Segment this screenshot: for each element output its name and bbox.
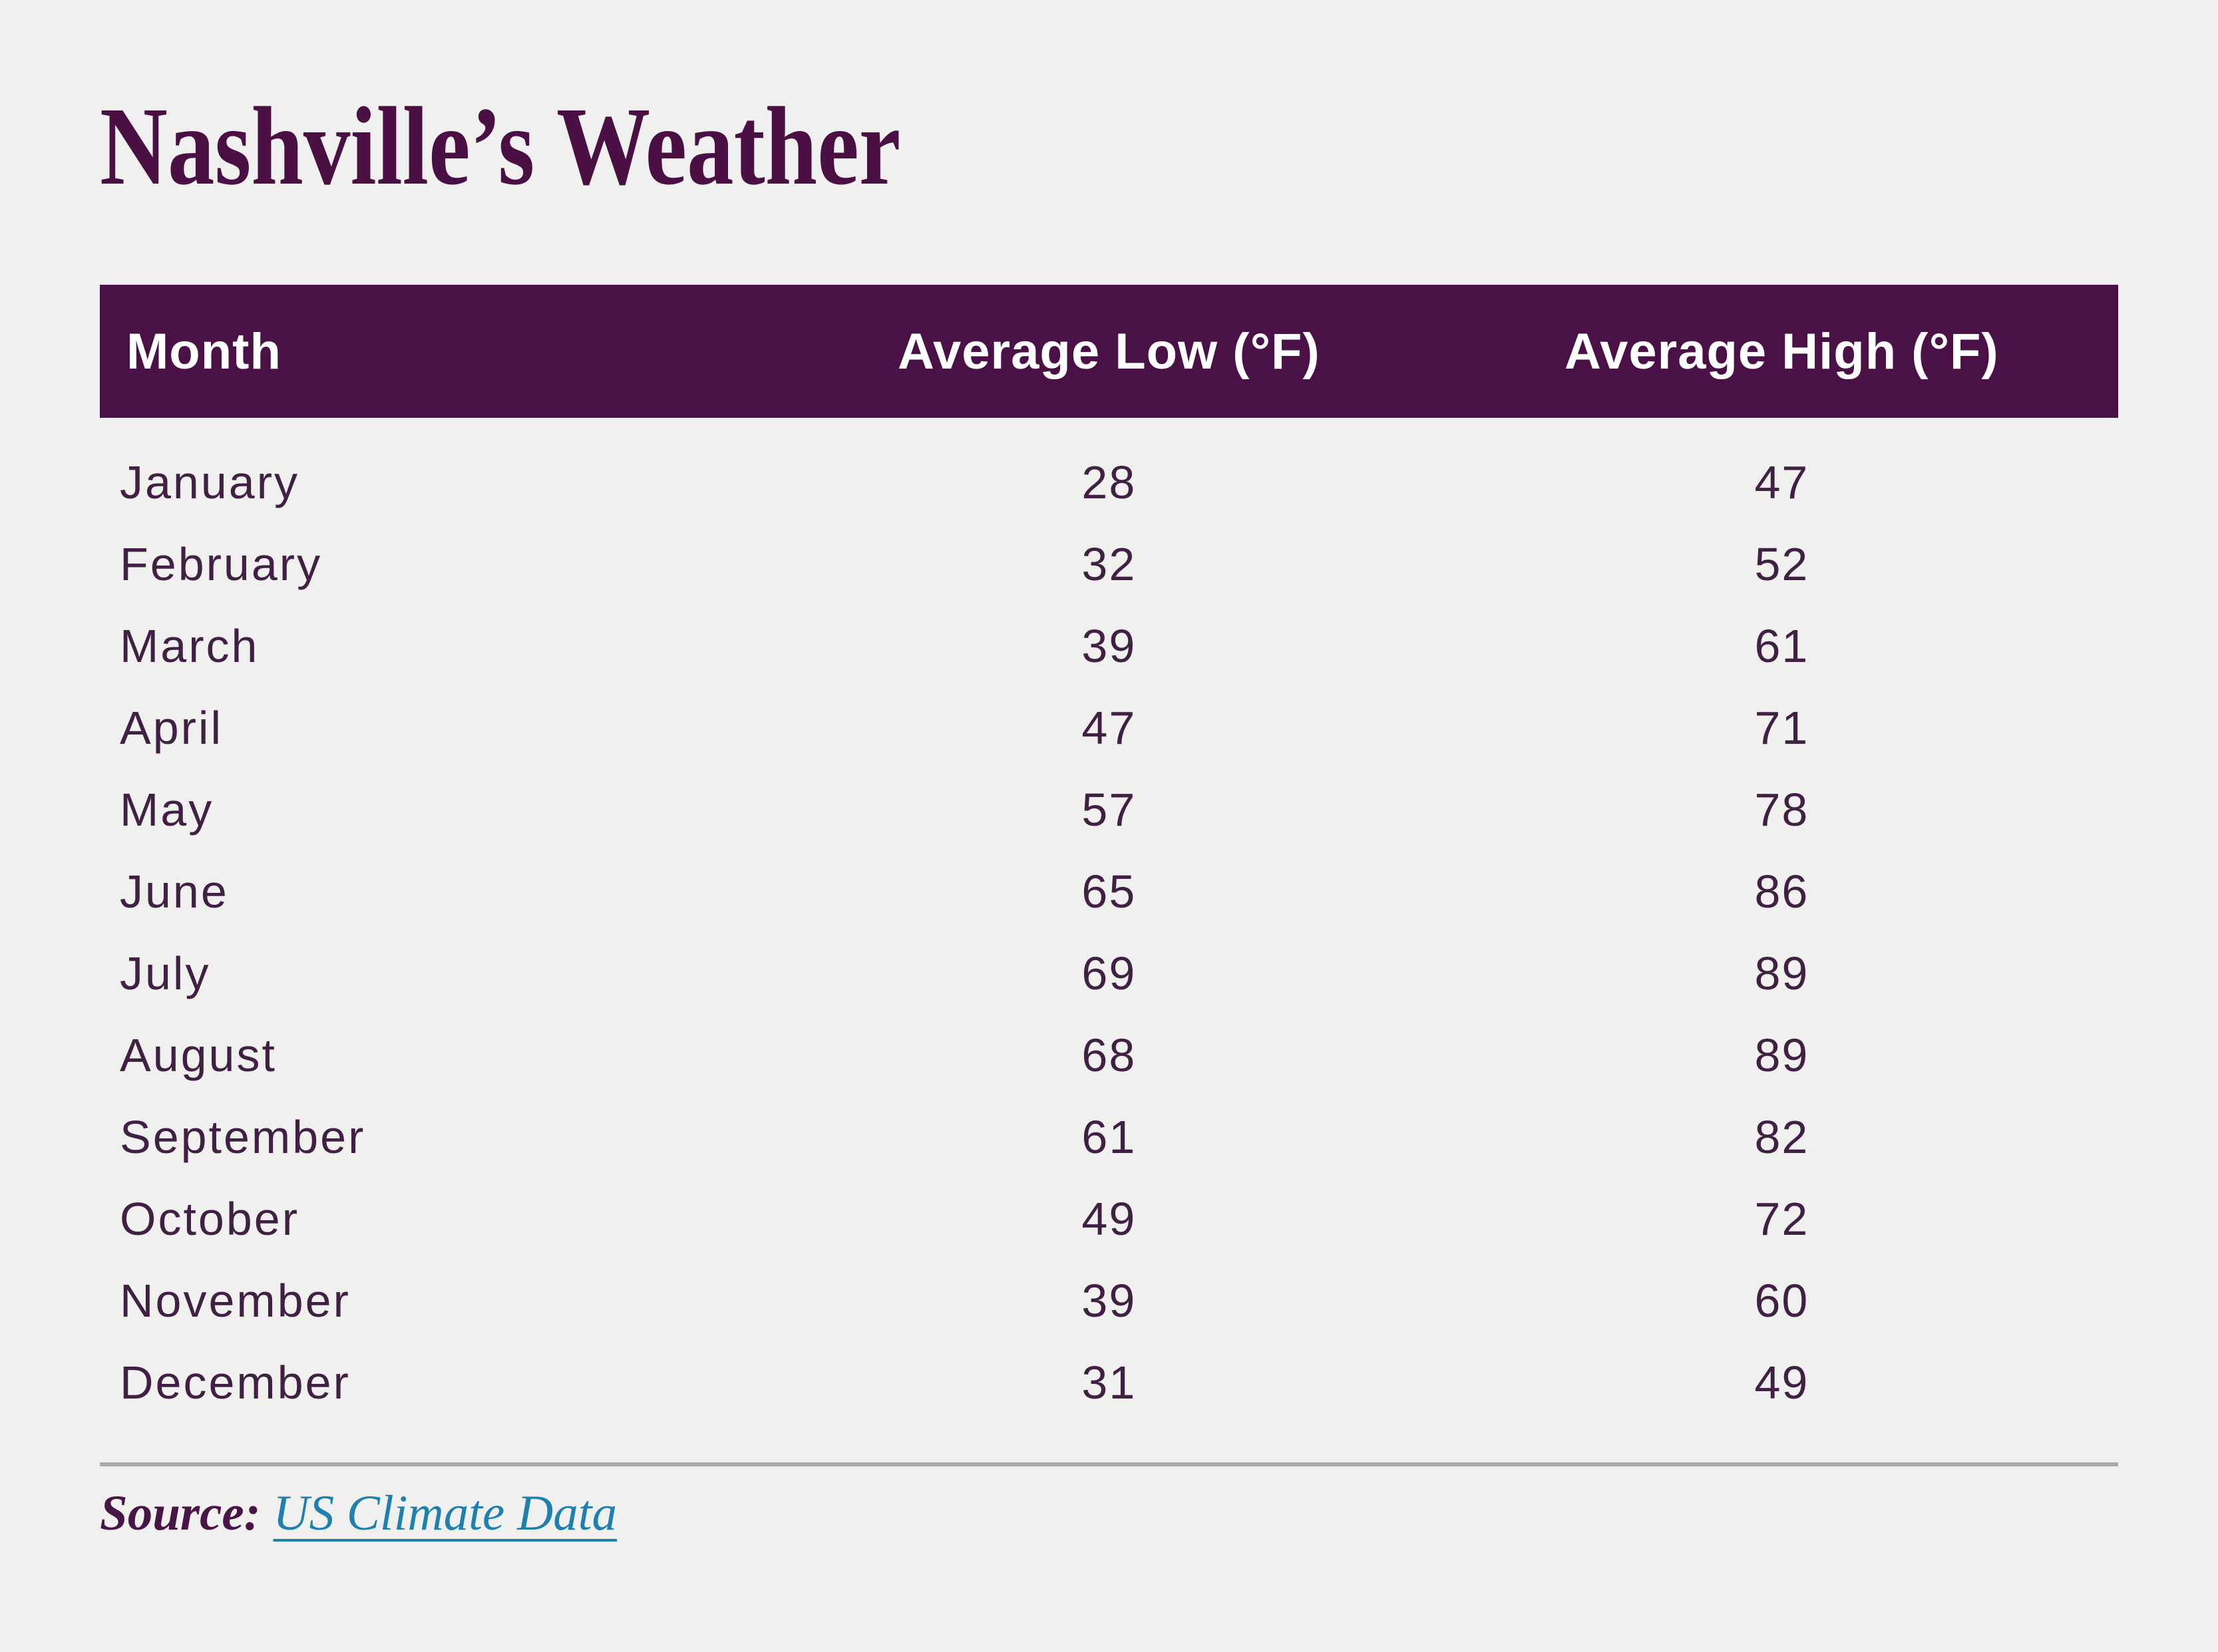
month-cell: May <box>120 783 214 836</box>
month-cell: February <box>120 538 323 590</box>
low-cell: 69 <box>1081 947 1137 999</box>
high-cell: 89 <box>1754 947 1809 999</box>
high-cell: 47 <box>1754 456 1809 508</box>
month-cell: October <box>120 1192 299 1245</box>
table-row: October 49 72 <box>100 1178 2118 1259</box>
high-cell: 52 <box>1754 538 1809 590</box>
low-cell: 68 <box>1081 1029 1137 1081</box>
high-cell: 49 <box>1754 1356 1809 1408</box>
table-row: January 28 47 <box>100 441 2118 523</box>
high-cell: 82 <box>1754 1110 1809 1163</box>
month-cell: March <box>120 619 260 672</box>
table-row: November 39 60 <box>100 1259 2118 1341</box>
month-cell: December <box>120 1356 351 1408</box>
source-link[interactable]: US Climate Data <box>273 1486 618 1541</box>
page-title: Nashville’s Weather <box>100 84 901 208</box>
month-cell: August <box>120 1029 277 1081</box>
table-row: February 32 52 <box>100 523 2118 605</box>
low-cell: 49 <box>1081 1192 1137 1245</box>
divider <box>100 1462 2118 1466</box>
table-header: Month Average Low (°F) Average High (°F) <box>100 285 2118 418</box>
low-cell: 47 <box>1081 701 1137 754</box>
month-cell: November <box>120 1274 351 1327</box>
infographic-card: Nashville’s Weather Month Average Low (°F… <box>100 84 2118 1538</box>
low-cell: 39 <box>1081 619 1137 672</box>
table-row: March 39 61 <box>100 605 2118 687</box>
source-line: Source: US Climate Data <box>100 1488 2118 1538</box>
high-cell: 71 <box>1754 701 1809 754</box>
table-row: December 31 49 <box>100 1341 2118 1423</box>
low-cell: 32 <box>1081 538 1137 590</box>
low-cell: 31 <box>1081 1356 1137 1408</box>
table-row: April 47 71 <box>100 687 2118 768</box>
month-cell: July <box>120 947 211 999</box>
header-cell-2: Average High (°F) <box>1565 323 1999 380</box>
source-label: Source: <box>100 1486 261 1541</box>
header-cell-0: Month <box>126 323 281 380</box>
month-cell: September <box>120 1110 366 1163</box>
low-cell: 28 <box>1081 456 1137 508</box>
high-cell: 78 <box>1754 783 1809 836</box>
table-row: July 69 89 <box>100 932 2118 1014</box>
low-cell: 39 <box>1081 1274 1137 1327</box>
month-cell: June <box>120 865 229 917</box>
high-cell: 60 <box>1754 1274 1809 1327</box>
table-row: August 68 89 <box>100 1014 2118 1096</box>
high-cell: 86 <box>1754 865 1809 917</box>
low-cell: 57 <box>1081 783 1137 836</box>
month-cell: April <box>120 701 224 754</box>
table-row: June 65 86 <box>100 850 2118 932</box>
table-row: September 61 82 <box>100 1096 2118 1178</box>
low-cell: 65 <box>1081 865 1137 917</box>
high-cell: 61 <box>1754 619 1809 672</box>
high-cell: 89 <box>1754 1029 1809 1081</box>
table-body: January 28 47 February 32 52 March 39 61 April 47 7… <box>100 441 2118 1423</box>
table-row: May 57 78 <box>100 768 2118 850</box>
high-cell: 72 <box>1754 1192 1809 1245</box>
header-cell-1: Average Low (°F) <box>897 323 1320 380</box>
low-cell: 61 <box>1081 1110 1137 1163</box>
month-cell: January <box>120 456 300 508</box>
